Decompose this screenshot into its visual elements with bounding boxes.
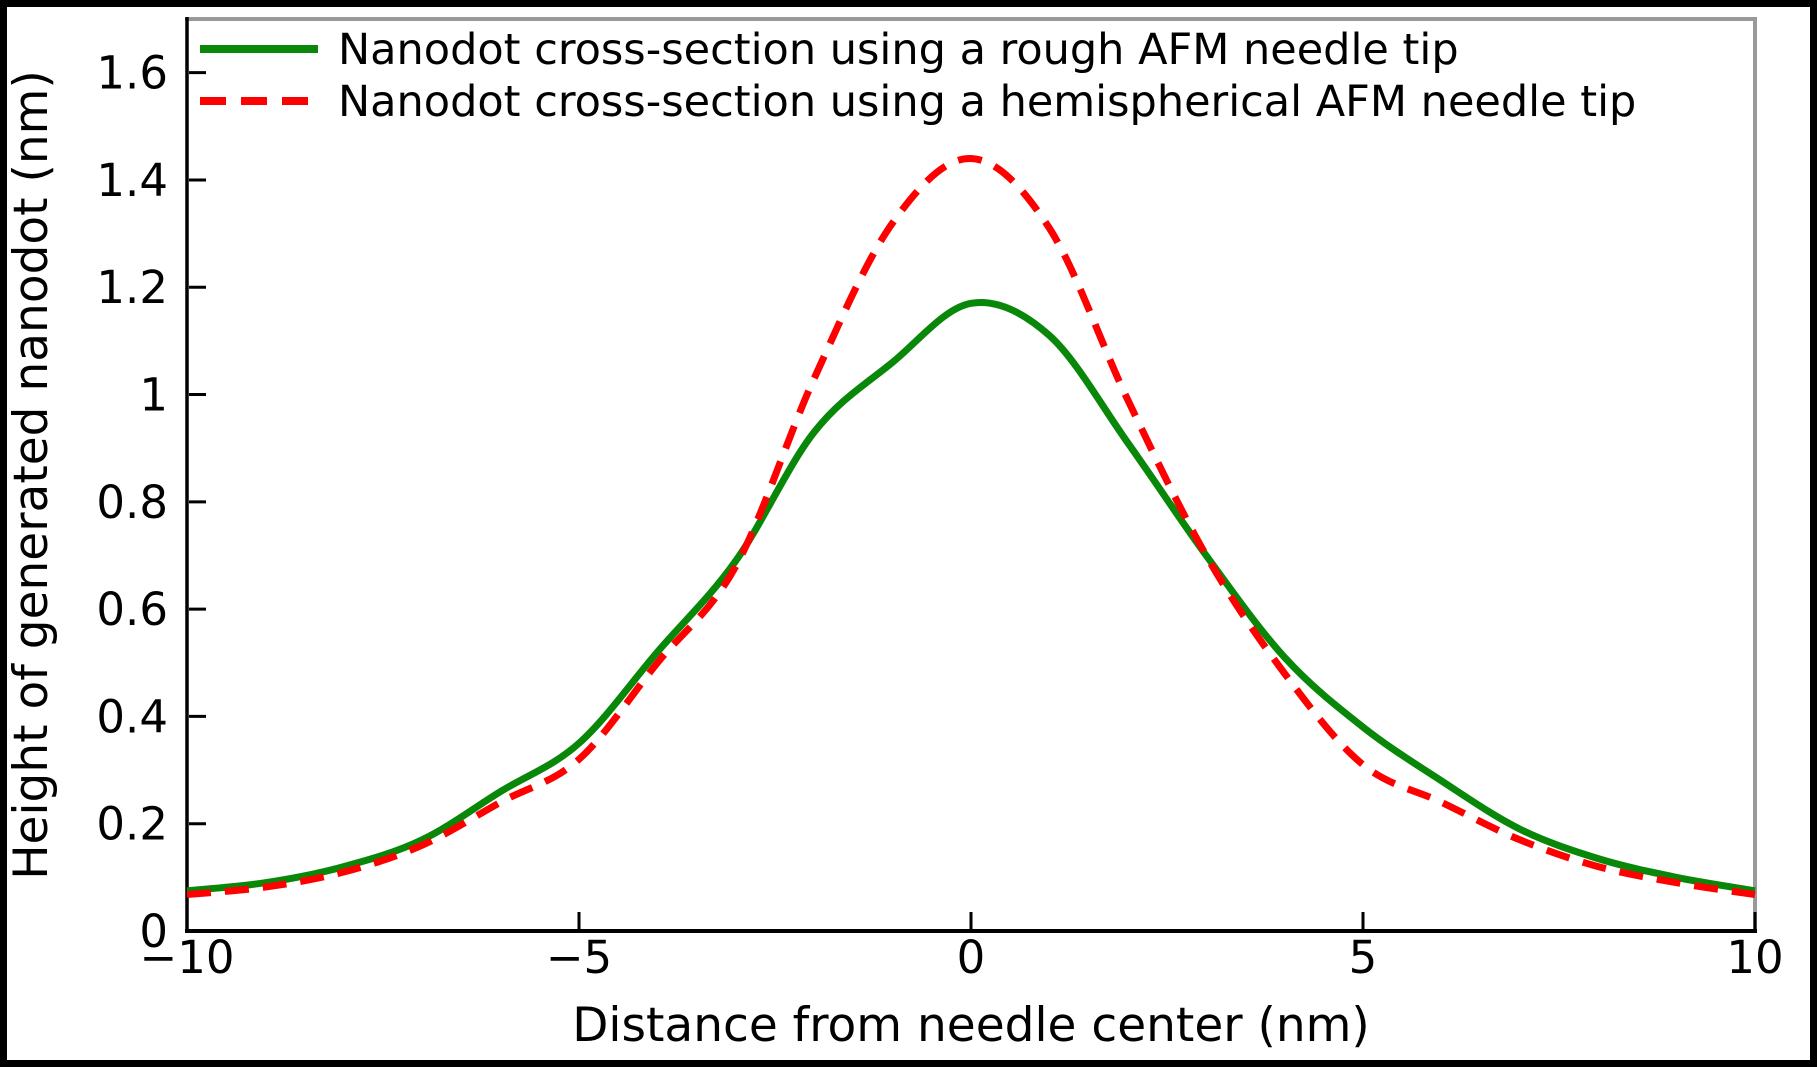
- curve-hemispherical-tip: [186, 154, 1756, 898]
- legend-label-rough-tip: Nanodot cross-section using a rough AFM …: [338, 25, 1459, 75]
- y-tick-label: 0.2: [96, 798, 168, 851]
- y-tick-label: 0.8: [96, 476, 168, 529]
- y-tick-label: 1: [139, 369, 168, 422]
- y-axis-title: Height of generated nanodot (nm): [4, 70, 59, 880]
- y-tick-label: 0.4: [96, 690, 168, 743]
- x-axis-ticks: −10 −5 0 5 10: [140, 912, 1784, 984]
- curves: [186, 154, 1756, 898]
- y-axis-ticks: 0 0.2 0.4 0.6 0.8 1 1.2 1.4 1.6: [96, 47, 206, 958]
- legend: Nanodot cross-section using a rough AFM …: [200, 25, 1636, 127]
- y-tick-label: 1.4: [96, 154, 168, 207]
- x-tick-label: 5: [1349, 931, 1378, 984]
- y-tick-label: 1.6: [96, 47, 168, 100]
- y-tick-label: 0: [139, 905, 168, 958]
- x-tick-label: 0: [957, 931, 986, 984]
- y-tick-label: 1.2: [96, 261, 168, 314]
- x-tick-label: −5: [546, 931, 612, 984]
- legend-label-hemispherical-tip: Nanodot cross-section using a hemispheri…: [338, 77, 1636, 127]
- curve-rough-tip: [186, 299, 1756, 895]
- x-tick-label: −10: [140, 931, 235, 984]
- plot-frame: [185, 17, 1757, 933]
- y-tick-label: 0.6: [96, 583, 168, 636]
- x-tick-label: 10: [1726, 931, 1783, 984]
- x-axis-title: Distance from needle center (nm): [572, 998, 1370, 1053]
